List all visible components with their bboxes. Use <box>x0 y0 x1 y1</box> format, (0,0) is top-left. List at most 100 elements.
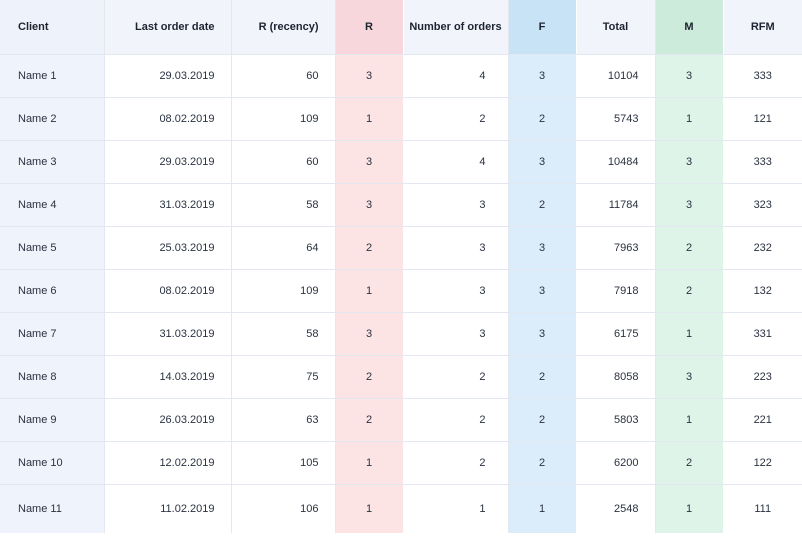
cell-rfm: 132 <box>723 269 802 313</box>
table-row: Name 9 26.03.2019 63 2 2 2 5803 1 221 <box>0 398 802 442</box>
cell-r-score: 1 <box>335 441 403 485</box>
cell-client: Name 7 <box>0 312 105 356</box>
table-row: Name 4 31.03.2019 58 3 3 2 11784 3 323 <box>0 183 802 227</box>
table-row: Name 5 25.03.2019 64 2 3 3 7963 2 232 <box>0 226 802 270</box>
cell-client: Name 3 <box>0 140 105 184</box>
cell-m-score: 3 <box>655 54 723 98</box>
cell-rfm: 323 <box>723 183 802 227</box>
cell-last-order-date: 29.03.2019 <box>104 140 232 184</box>
cell-last-order-date: 25.03.2019 <box>104 226 232 270</box>
table-row: Name 8 14.03.2019 75 2 2 2 8058 3 223 <box>0 355 802 399</box>
cell-recency: 64 <box>231 226 336 270</box>
cell-f-score: 2 <box>508 97 576 141</box>
cell-total: 10104 <box>576 54 656 98</box>
cell-r-score: 3 <box>335 54 403 98</box>
cell-number-of-orders: 3 <box>403 269 509 313</box>
cell-rfm: 333 <box>723 54 802 98</box>
cell-client: Name 9 <box>0 398 105 442</box>
header-client: Client <box>0 0 105 55</box>
cell-m-score: 2 <box>655 269 723 313</box>
header-total: Total <box>576 0 656 55</box>
cell-f-score: 2 <box>508 441 576 485</box>
table-row: Name 6 08.02.2019 109 1 3 3 7918 2 132 <box>0 269 802 313</box>
table-row: Name 7 31.03.2019 58 3 3 3 6175 1 331 <box>0 312 802 356</box>
cell-client: Name 6 <box>0 269 105 313</box>
cell-last-order-date: 31.03.2019 <box>104 183 232 227</box>
cell-r-score: 3 <box>335 140 403 184</box>
cell-last-order-date: 08.02.2019 <box>104 269 232 313</box>
cell-client: Name 10 <box>0 441 105 485</box>
cell-recency: 60 <box>231 54 336 98</box>
header-last-order-date: Last order date <box>104 0 232 55</box>
cell-f-score: 3 <box>508 312 576 356</box>
cell-last-order-date: 12.02.2019 <box>104 441 232 485</box>
cell-f-score: 3 <box>508 54 576 98</box>
cell-f-score: 1 <box>508 484 576 533</box>
table-row: Name 1 29.03.2019 60 3 4 3 10104 3 333 <box>0 54 802 98</box>
cell-number-of-orders: 3 <box>403 312 509 356</box>
cell-client: Name 2 <box>0 97 105 141</box>
header-f: F <box>508 0 576 55</box>
cell-rfm: 223 <box>723 355 802 399</box>
cell-number-of-orders: 1 <box>403 484 509 533</box>
cell-number-of-orders: 3 <box>403 226 509 270</box>
cell-total: 6200 <box>576 441 656 485</box>
cell-number-of-orders: 2 <box>403 441 509 485</box>
cell-number-of-orders: 2 <box>403 97 509 141</box>
table-row: Name 2 08.02.2019 109 1 2 2 5743 1 121 <box>0 97 802 141</box>
table-body: Name 1 29.03.2019 60 3 4 3 10104 3 333 Name 2 08.0… <box>0 54 802 533</box>
cell-rfm: 331 <box>723 312 802 356</box>
cell-rfm: 221 <box>723 398 802 442</box>
cell-number-of-orders: 4 <box>403 54 509 98</box>
cell-f-score: 2 <box>508 398 576 442</box>
cell-m-score: 1 <box>655 97 723 141</box>
cell-r-score: 1 <box>335 269 403 313</box>
cell-r-score: 3 <box>335 183 403 227</box>
cell-rfm: 333 <box>723 140 802 184</box>
table-row: Name 10 12.02.2019 105 1 2 2 6200 2 122 <box>0 441 802 485</box>
cell-total: 5803 <box>576 398 656 442</box>
cell-number-of-orders: 2 <box>403 355 509 399</box>
cell-last-order-date: 08.02.2019 <box>104 97 232 141</box>
cell-last-order-date: 31.03.2019 <box>104 312 232 356</box>
cell-rfm: 232 <box>723 226 802 270</box>
header-recency: R (recency) <box>231 0 336 55</box>
cell-recency: 63 <box>231 398 336 442</box>
header-m: M <box>655 0 723 55</box>
table-row: Name 3 29.03.2019 60 3 4 3 10484 3 333 <box>0 140 802 184</box>
header-row: Client Last order date R (recency) R Num… <box>0 0 802 55</box>
cell-f-score: 3 <box>508 269 576 313</box>
table-header: Client Last order date R (recency) R Num… <box>0 0 802 55</box>
cell-m-score: 3 <box>655 183 723 227</box>
cell-r-score: 1 <box>335 484 403 533</box>
cell-m-score: 1 <box>655 484 723 533</box>
cell-recency: 58 <box>231 183 336 227</box>
cell-f-score: 2 <box>508 355 576 399</box>
cell-number-of-orders: 3 <box>403 183 509 227</box>
header-number-of-orders: Number of orders <box>403 0 509 55</box>
cell-rfm: 121 <box>723 97 802 141</box>
cell-client: Name 8 <box>0 355 105 399</box>
cell-last-order-date: 29.03.2019 <box>104 54 232 98</box>
cell-recency: 75 <box>231 355 336 399</box>
cell-r-score: 2 <box>335 355 403 399</box>
cell-r-score: 3 <box>335 312 403 356</box>
cell-recency: 58 <box>231 312 336 356</box>
cell-client: Name 4 <box>0 183 105 227</box>
cell-r-score: 2 <box>335 398 403 442</box>
cell-r-score: 2 <box>335 226 403 270</box>
cell-recency: 106 <box>231 484 336 533</box>
cell-last-order-date: 14.03.2019 <box>104 355 232 399</box>
cell-client: Name 11 <box>0 484 105 533</box>
cell-f-score: 2 <box>508 183 576 227</box>
cell-client: Name 5 <box>0 226 105 270</box>
cell-total: 7918 <box>576 269 656 313</box>
cell-rfm: 111 <box>723 484 802 533</box>
cell-f-score: 3 <box>508 226 576 270</box>
cell-recency: 60 <box>231 140 336 184</box>
cell-client: Name 1 <box>0 54 105 98</box>
cell-number-of-orders: 2 <box>403 398 509 442</box>
cell-recency: 105 <box>231 441 336 485</box>
cell-recency: 109 <box>231 269 336 313</box>
